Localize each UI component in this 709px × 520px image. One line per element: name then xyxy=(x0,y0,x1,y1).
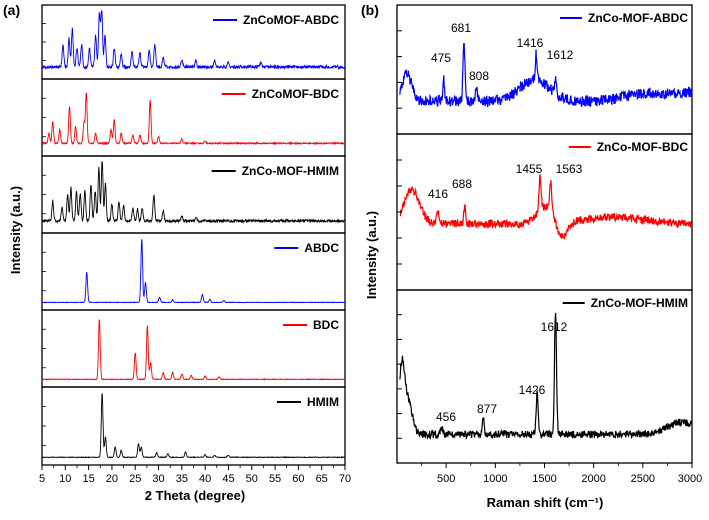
y-axis-label-a: Intensity (a.u.) xyxy=(8,186,23,274)
x-tick-label-a: 60 xyxy=(292,473,304,485)
legend-label-a-zncomof-bdc: ZnCoMOF-BDC xyxy=(252,87,340,101)
x-tick-label-a: 10 xyxy=(59,473,71,485)
x-tick-label-a: 20 xyxy=(106,473,118,485)
subplot-frame-a-hmim xyxy=(41,386,346,466)
series-line-b-znco-mof-hmim xyxy=(399,312,693,441)
legend-label-a-zncomof-abdc: ZnCoMOF-ABDC xyxy=(243,13,339,27)
x-tick-label-a: 40 xyxy=(199,473,211,485)
legend-label-b-znco-mof-hmim: ZnCo-MOF-HMIM xyxy=(591,296,688,310)
peak-annotation-b-znco-mof-hmim: 1426 xyxy=(519,383,546,397)
series-line-b-znco-mof-bdc xyxy=(399,174,693,241)
x-tick-label-b: 2000 xyxy=(581,473,605,485)
series-line-a-hmim xyxy=(41,393,346,459)
x-tick-label-a: 5 xyxy=(39,473,45,485)
x-tick-label-a: 65 xyxy=(316,473,328,485)
series-line-a-zncomof-bdc xyxy=(41,92,346,146)
peak-annotation-b-znco-mof-hmim: 877 xyxy=(477,402,497,416)
x-axis-label-b: Raman shift (cm⁻¹) xyxy=(487,495,604,510)
x-tick-label-a: 55 xyxy=(269,473,281,485)
x-axis-label-a: 2 Theta (degree) xyxy=(145,488,245,503)
legend-label-b-znco-mof-bdc: ZnCo-MOF-BDC xyxy=(597,140,689,154)
peak-annotation-b-znco-mof-hmim: 456 xyxy=(436,410,456,424)
x-tick-label-b: 1500 xyxy=(532,473,556,485)
peak-annotation-b-znco-mof-bdc: 688 xyxy=(452,177,472,191)
series-line-a-bdc xyxy=(41,319,346,381)
x-tick-label-a: 30 xyxy=(152,473,164,485)
series-line-b-znco-mof-abdc xyxy=(399,43,693,108)
x-tick-label-a: 35 xyxy=(176,473,188,485)
panel-label-a: (a) xyxy=(3,2,20,18)
subplot-frame-a-bdc xyxy=(41,309,346,388)
series-line-a-zncomof-abdc xyxy=(41,10,346,71)
series-line-a-znco-mof-hmim xyxy=(41,161,346,224)
x-tick-label-a: 15 xyxy=(82,473,94,485)
series-line-a-abdc xyxy=(41,239,346,304)
peak-annotation-b-znco-mof-bdc: 1563 xyxy=(556,162,583,176)
x-tick-label-b: 2500 xyxy=(631,473,655,485)
panel-a-xrd: ZnCoMOF-ABDC ZnCoMOF-BDC ZnCo-MOF-HMIM ABDC… xyxy=(8,4,351,503)
y-axis-label-b: Intensity (a.u.) xyxy=(364,211,379,299)
peak-annotation-b-znco-mof-abdc: 1612 xyxy=(547,48,574,62)
x-tick-label-a: 50 xyxy=(246,473,258,485)
peak-annotation-b-znco-mof-abdc: 1416 xyxy=(517,36,544,50)
x-tick-label-a: 25 xyxy=(129,473,141,485)
legend-label-a-znco-mof-hmim: ZnCo-MOF-HMIM xyxy=(242,164,339,178)
peak-annotation-b-znco-mof-hmim: 1612 xyxy=(541,320,568,334)
peak-annotation-b-znco-mof-bdc: 416 xyxy=(428,187,448,201)
peak-annotation-b-znco-mof-abdc: 475 xyxy=(431,51,451,65)
subplot-frame-b-znco-mof-bdc xyxy=(396,133,693,291)
panel-b-raman: ZnCo-MOF-ABDC ZnCo-MOF-BDC ZnCo-MOF-HMIM 4… xyxy=(364,4,702,510)
peak-annotation-b-znco-mof-abdc: 681 xyxy=(451,21,471,35)
legend-label-b-znco-mof-abdc: ZnCo-MOF-ABDC xyxy=(588,11,688,25)
x-tick-label-a: 45 xyxy=(222,473,234,485)
x-tick-label-b: 3000 xyxy=(678,473,702,485)
x-tick-label-b: 500 xyxy=(437,473,455,485)
x-tick-label-b: 1000 xyxy=(483,473,507,485)
legend-label-a-abdc: ABDC xyxy=(304,241,339,255)
subplot-frame-a-abdc xyxy=(41,232,346,311)
x-tick-label-a: 70 xyxy=(339,473,351,485)
legend-label-a-bdc: BDC xyxy=(313,318,339,332)
panel-label-b: (b) xyxy=(361,2,379,18)
legend-label-a-hmim: HMIM xyxy=(307,395,339,409)
peak-annotation-b-znco-mof-abdc: 808 xyxy=(469,69,489,83)
peak-annotation-b-znco-mof-bdc: 1455 xyxy=(516,162,543,176)
